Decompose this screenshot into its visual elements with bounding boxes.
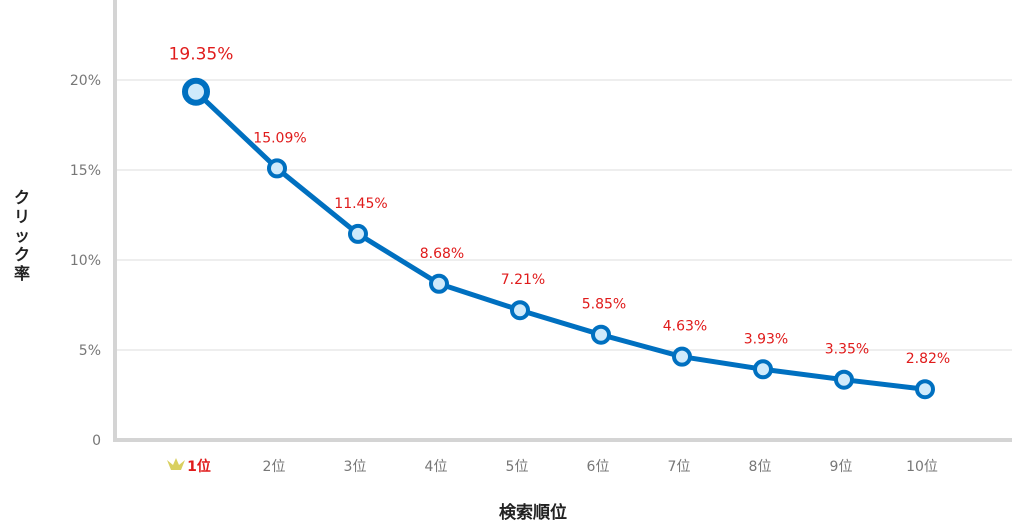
data-label: 4.63% <box>663 319 707 335</box>
data-point <box>834 369 854 390</box>
data-label: 3.35% <box>825 342 869 358</box>
x-tick-label: 7位 <box>668 459 691 475</box>
data-point <box>182 77 210 106</box>
series-line <box>194 89 926 392</box>
y-tick-label: 10% <box>70 253 101 269</box>
data-point <box>429 273 449 294</box>
data-point <box>915 379 935 400</box>
data-point <box>753 359 773 380</box>
data-point <box>267 158 287 179</box>
x-tick-label: 1位 <box>187 458 211 475</box>
data-point <box>591 324 611 345</box>
x-tick-label: 6位 <box>587 459 610 475</box>
data-label: 8.68% <box>420 246 464 262</box>
data-label: 2.82% <box>906 351 950 367</box>
x-tick-label: 4位 <box>425 459 448 475</box>
x-tick-label: 5位 <box>506 459 529 475</box>
y-tick-label: 15% <box>70 163 101 179</box>
data-label: 5.85% <box>582 297 626 313</box>
x-tick-label: 9位 <box>830 459 853 475</box>
x-tick-label: 8位 <box>749 459 772 475</box>
data-label: 15.09% <box>253 130 306 146</box>
data-label: 19.35% <box>169 45 234 65</box>
data-point <box>510 300 530 321</box>
data-label: 7.21% <box>501 272 545 288</box>
y-tick-label: 0 <box>92 433 101 449</box>
y-axis-title: クリック率 <box>13 188 30 283</box>
x-tick-label: 2位 <box>263 459 286 475</box>
x-tick-label: 10位 <box>906 459 938 475</box>
data-label: 11.45% <box>334 196 387 212</box>
data-label: 3.93% <box>744 331 788 347</box>
y-tick-label: 5% <box>79 343 101 359</box>
x-axis-title: 検索順位 <box>499 503 567 523</box>
data-point <box>348 223 368 244</box>
y-tick-label: 20% <box>70 73 101 89</box>
data-point <box>672 346 692 367</box>
x-tick-label: 3位 <box>344 459 367 475</box>
crown-icon <box>167 458 185 470</box>
